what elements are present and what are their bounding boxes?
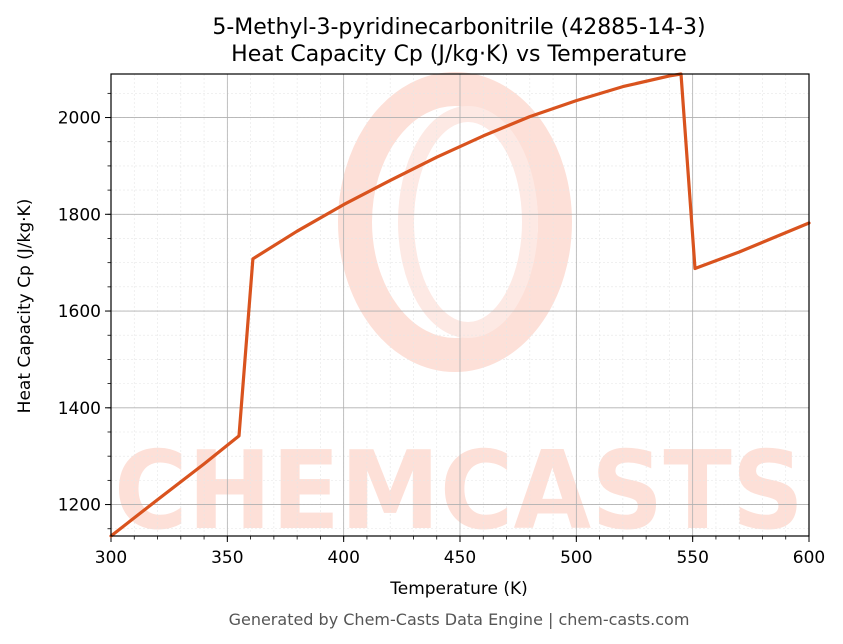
x-tick-label: 300 (95, 548, 127, 568)
x-tick-label: 500 (560, 548, 592, 568)
x-axis-label: Temperature (K) (389, 579, 528, 599)
y-tick-label: 1800 (58, 205, 101, 225)
x-tick-label: 600 (793, 548, 825, 568)
y-tick-label: 1200 (58, 496, 101, 516)
y-tick-label: 1600 (58, 302, 101, 322)
x-tick-label: 400 (327, 548, 359, 568)
x-tick-label: 350 (211, 548, 243, 568)
chart-title: 5-Methyl-3-pyridinecarbonitrile (42885-1… (212, 15, 705, 40)
y-tick-label: 2000 (58, 109, 101, 129)
heat-capacity-line (109, 72, 811, 538)
watermark-logo-icon (338, 72, 572, 372)
watermark-text: CHEMCASTS (114, 429, 804, 554)
y-axis-label: Heat Capacity Cp (J/kg·K) (15, 199, 35, 414)
data-series (109, 72, 811, 538)
x-tick-label: 550 (676, 548, 708, 568)
footer-credit: Generated by Chem-Casts Data Engine | ch… (229, 610, 690, 629)
chart-subtitle: Heat Capacity Cp (J/kg·K) vs Temperature (231, 42, 687, 67)
tick-labels: 300 350 400 450 500 550 600 1200 1400 1600 1800 200… (58, 109, 825, 568)
y-tick-label: 1400 (58, 399, 101, 419)
x-tick-label: 450 (444, 548, 476, 568)
plot-frame (110, 73, 810, 537)
watermark: CHEMCASTS (114, 72, 804, 554)
